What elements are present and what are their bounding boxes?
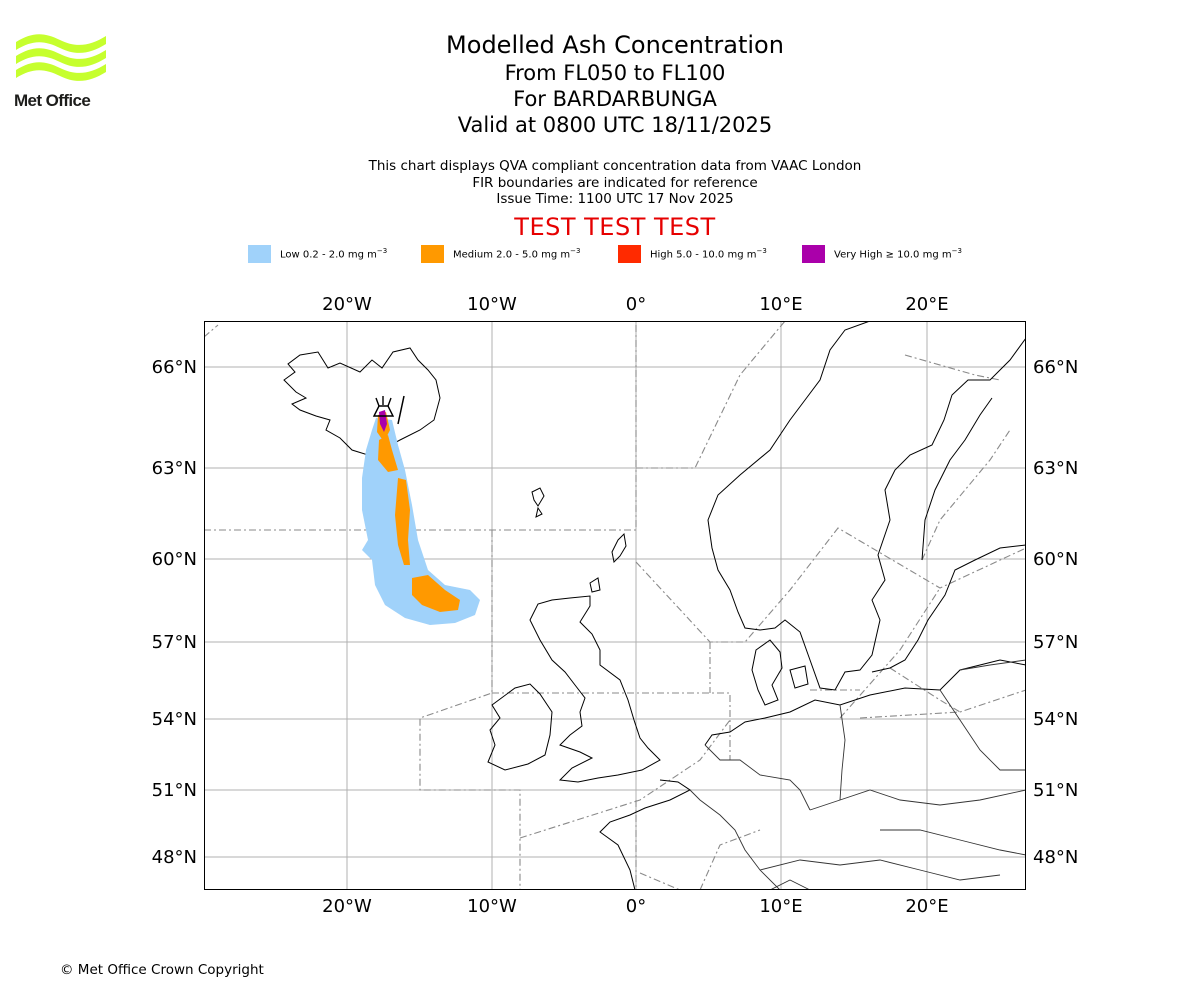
- lat-labels-left: 66°N 63°N 60°N 57°N 54°N 51°N 48°N: [152, 357, 197, 868]
- lat-label-51n-right: 51°N: [1033, 780, 1078, 801]
- met-office-logo-icon: [16, 34, 106, 81]
- fir-boundaries: [204, 321, 1026, 890]
- legend-item-high: High 5.0 - 10.0 mg m−3: [618, 244, 767, 264]
- legend-swatch-high: [618, 245, 641, 263]
- lon-label-20e-top: 20°E: [905, 294, 948, 315]
- legend-item-very-high: Very High ≥ 10.0 mg m−3: [802, 244, 962, 264]
- note-issue-time: Issue Time: 1100 UTC 17 Nov 2025: [496, 191, 734, 207]
- title-block: Modelled Ash Concentration From FL050 to…: [0, 30, 1200, 138]
- lon-label-10e-bottom: 10°E: [759, 896, 802, 917]
- volcano-icon: [372, 396, 395, 417]
- legend-label-high: High 5.0 - 10.0 mg m: [650, 249, 757, 261]
- copyright: © Met Office Crown Copyright: [60, 962, 264, 978]
- map-title: Modelled Ash Concentration: [446, 31, 784, 59]
- ash-medium-concentration-mid: [395, 478, 410, 565]
- country-borders: [689, 659, 1026, 890]
- valid-time: Valid at 0800 UTC 18/11/2025: [457, 113, 773, 137]
- legend-exp-low: −3: [376, 247, 388, 256]
- lat-label-63n-left: 63°N: [152, 458, 197, 479]
- flight-level-range: From FL050 to FL100: [504, 61, 726, 85]
- lat-label-66n-left: 66°N: [152, 357, 197, 378]
- sweden-baltic-coast: [871, 544, 1026, 673]
- legend-label-low: Low 0.2 - 2.0 mg m: [280, 249, 377, 261]
- volcano-name: For BARDARBUNGA: [513, 87, 717, 111]
- lat-label-63n-right: 63°N: [1033, 458, 1078, 479]
- lat-label-57n-right: 57°N: [1033, 632, 1078, 653]
- legend-item-low: Low 0.2 - 2.0 mg m−3: [248, 244, 387, 264]
- lon-label-20e-bottom: 20°E: [905, 896, 948, 917]
- legend-label-very-high: Very High ≥ 10.0 mg m: [834, 249, 952, 261]
- iceland-coastline: [283, 347, 441, 456]
- great-britain-coastline: [529, 595, 661, 783]
- legend-item-medium: Medium 2.0 - 5.0 mg m−3: [421, 244, 580, 264]
- map-frame: [204, 321, 1026, 890]
- ash-medium-concentration-north: [378, 435, 398, 472]
- legend-swatch-very-high: [802, 245, 825, 263]
- lat-labels-right: 66°N 63°N 60°N 57°N 54°N 51°N 48°N: [1033, 357, 1078, 868]
- legend-swatch-medium: [421, 245, 444, 263]
- legend-exp-very-high: −3: [951, 247, 962, 256]
- legend-exp-medium: −3: [570, 247, 581, 256]
- lat-label-48n-right: 48°N: [1033, 847, 1078, 868]
- scandinavia-coastline: [707, 321, 1026, 691]
- lon-label-10e-top: 10°E: [759, 294, 802, 315]
- lat-label-51n-left: 51°N: [152, 780, 197, 801]
- note-qva: This chart displays QVA compliant concen…: [368, 158, 862, 174]
- legend: Low 0.2 - 2.0 mg m−3 Medium 2.0 - 5.0 mg…: [248, 244, 1008, 264]
- finland-coast: [921, 397, 993, 561]
- lon-label-0-bottom: 0°: [626, 896, 646, 917]
- ash-medium-concentration-south: [412, 575, 460, 612]
- lon-label-10w-bottom: 10°W: [467, 896, 517, 917]
- lon-label-10w-top: 10°W: [467, 294, 517, 315]
- lon-label-0-top: 0°: [626, 294, 646, 315]
- legend-exp-high: −3: [756, 247, 767, 256]
- lat-label-54n-left: 54°N: [152, 709, 197, 730]
- lat-label-66n-right: 66°N: [1033, 357, 1078, 378]
- iceland-detail: [397, 395, 405, 425]
- lat-label-57n-left: 57°N: [152, 632, 197, 653]
- france-coastline: [599, 779, 691, 890]
- lon-labels-bottom: 20°W 10°W 0° 10°E 20°E: [322, 896, 948, 917]
- continental-coastline: [704, 659, 1026, 746]
- shetland: [611, 532, 627, 564]
- chart-notes: This chart displays QVA compliant concen…: [0, 158, 1200, 208]
- denmark-coastline: [751, 639, 809, 706]
- graticule: [204, 321, 1026, 890]
- lat-label-48n-left: 48°N: [152, 847, 197, 868]
- ireland-coastline: [487, 683, 553, 771]
- test-watermark: TEST TEST TEST: [514, 213, 716, 241]
- lat-label-60n-left: 60°N: [152, 549, 197, 570]
- legend-label-medium: Medium 2.0 - 5.0 mg m: [453, 249, 571, 261]
- note-fir: FIR boundaries are indicated for referen…: [472, 174, 758, 191]
- faroe-islands: [531, 487, 545, 518]
- orkney: [589, 577, 601, 593]
- logo-text: Met Office: [14, 91, 91, 110]
- lon-label-20w-top: 20°W: [322, 294, 372, 315]
- lon-labels-top: 20°W 10°W 0° 10°E 20°E: [322, 294, 948, 315]
- lat-label-54n-right: 54°N: [1033, 709, 1078, 730]
- legend-swatch-low: [248, 245, 271, 263]
- lon-label-20w-bottom: 20°W: [322, 896, 372, 917]
- lat-label-60n-right: 60°N: [1033, 549, 1078, 570]
